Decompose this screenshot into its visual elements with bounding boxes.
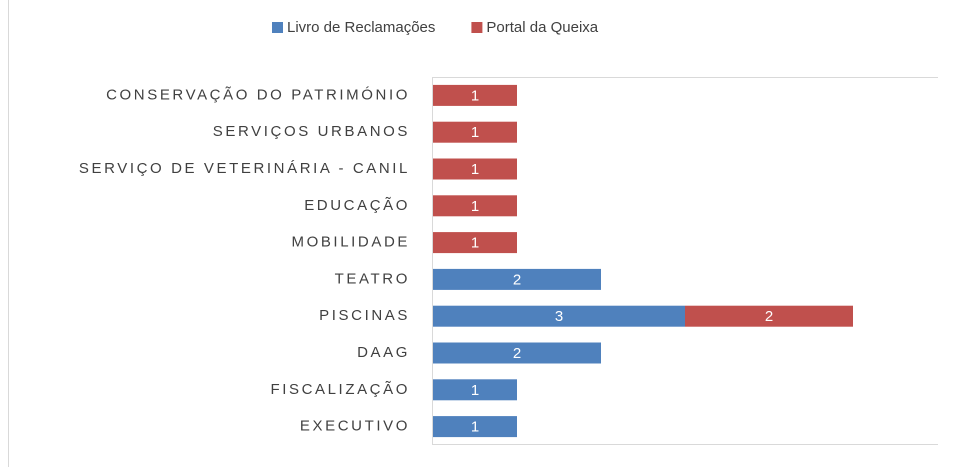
data-label: 1 xyxy=(471,419,479,436)
y-tick-label: PISCINAS xyxy=(319,307,410,324)
data-label: 3 xyxy=(555,308,563,325)
y-tick-label: FISCALIZAÇÃO xyxy=(270,381,410,398)
y-tick-label: CONSERVAÇÃO DO PATRIMÓNIO xyxy=(106,86,410,103)
y-tick-label: EDUCAÇÃO xyxy=(304,197,410,214)
data-label: 1 xyxy=(471,198,479,215)
data-label: 1 xyxy=(471,87,479,104)
bar-segment xyxy=(433,195,517,217)
data-label: 1 xyxy=(471,124,479,141)
data-label: 1 xyxy=(471,235,479,252)
y-tick-label: DAAG xyxy=(357,344,410,361)
bar-segment xyxy=(433,158,517,180)
legend-swatch xyxy=(272,22,283,33)
bar-segment xyxy=(433,416,517,438)
bar-segment xyxy=(433,232,517,254)
bar-segment xyxy=(433,268,601,290)
data-label: 2 xyxy=(513,345,521,362)
data-label: 1 xyxy=(471,161,479,178)
bar-segment xyxy=(433,121,517,143)
bar-segment xyxy=(433,379,517,401)
legend-label: Portal da Queixa xyxy=(486,19,598,36)
legend-label: Livro de Reclamações xyxy=(287,19,435,36)
bar-segment xyxy=(433,342,601,364)
y-tick-label: EXECUTIVO xyxy=(300,418,410,435)
y-tick-label: MOBILIDADE xyxy=(291,234,410,251)
y-tick-label: SERVIÇO DE VETERINÁRIA - CANIL xyxy=(79,160,410,177)
y-tick-label: TEATRO xyxy=(335,270,410,287)
data-label: 1 xyxy=(471,382,479,399)
bar-segment xyxy=(685,305,853,327)
data-label: 2 xyxy=(513,271,521,288)
data-label: 2 xyxy=(765,308,773,325)
bar-segment xyxy=(433,305,685,327)
bar-segment xyxy=(433,84,517,106)
legend-swatch xyxy=(471,22,483,33)
y-tick-label: SERVIÇOS URBANOS xyxy=(213,123,410,140)
